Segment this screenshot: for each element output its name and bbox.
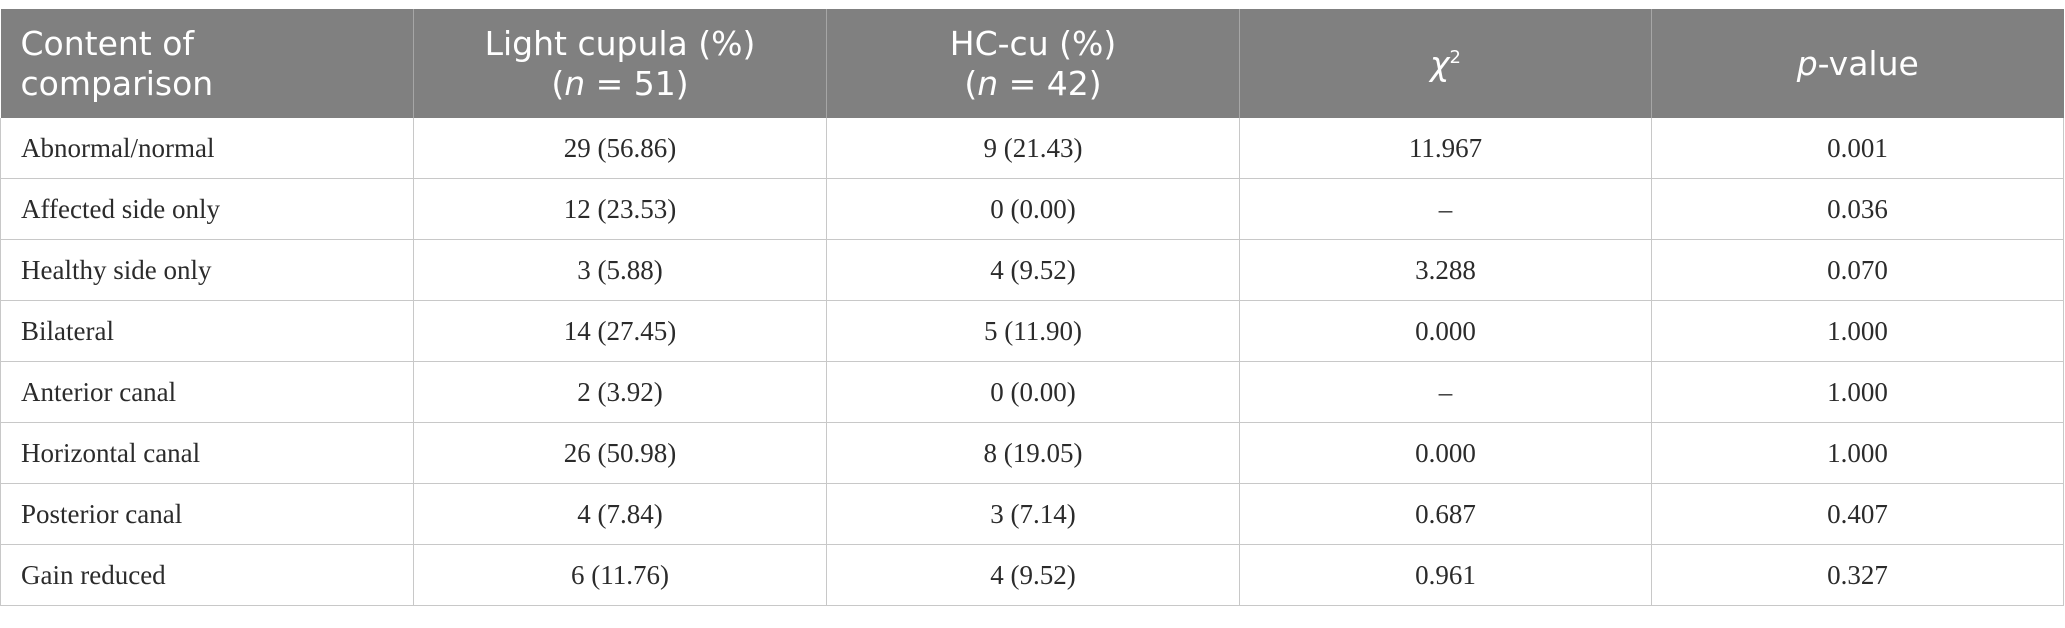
p-value-cell: 1.000 — [1651, 422, 2064, 484]
light-cupula-cell: 4 (7.84) — [413, 483, 827, 545]
p-value-cell: 1.000 — [1651, 361, 2064, 423]
light-cupula-cell: 29 (56.86) — [413, 118, 827, 179]
row-label: Abnormal/normal — [0, 118, 414, 179]
table-row: Affected side only 12 (23.53) 0 (0.00) –… — [0, 178, 2064, 240]
row-label: Healthy side only — [0, 239, 414, 301]
p-value-cell: 0.036 — [1651, 178, 2064, 240]
header-col0-line2: comparison — [20, 63, 214, 103]
chi-square-cell: – — [1239, 178, 1652, 240]
table-row: Abnormal/normal 29 (56.86) 9 (21.43) 11.… — [0, 118, 2064, 179]
header-chi-square: χ2 — [1239, 9, 1652, 118]
hc-cu-cell: 0 (0.00) — [826, 361, 1240, 423]
light-cupula-cell: 14 (27.45) — [413, 300, 827, 362]
p-value-cell: 0.407 — [1651, 483, 2064, 545]
p-value-cell: 0.070 — [1651, 239, 2064, 301]
light-cupula-cell: 26 (50.98) — [413, 422, 827, 484]
chi-square-cell: 0.000 — [1239, 422, 1652, 484]
hc-cu-cell: 4 (9.52) — [826, 239, 1240, 301]
row-label: Anterior canal — [0, 361, 414, 423]
header-p-value: p-value — [1651, 9, 2064, 118]
light-cupula-cell: 3 (5.88) — [413, 239, 827, 301]
hc-cu-cell: 4 (9.52) — [826, 544, 1240, 606]
header-col0-line1: Content of — [20, 23, 195, 63]
header-light-cupula: Light cupula (%) (n = 51) — [413, 9, 827, 118]
table-row: Anterior canal 2 (3.92) 0 (0.00) – 1.000 — [0, 361, 2064, 423]
comparison-table: Content of comparison Light cupula (%) (… — [0, 9, 2064, 606]
header-col1-open: ( — [551, 63, 565, 103]
row-label: Posterior canal — [0, 483, 414, 545]
light-cupula-cell: 12 (23.53) — [413, 178, 827, 240]
chi-square-cell: 0.687 — [1239, 483, 1652, 545]
hc-cu-cell: 5 (11.90) — [826, 300, 1240, 362]
header-col1-line1: Light cupula (%) — [484, 23, 756, 63]
header-col2-line1: HC-cu (%) — [949, 23, 1117, 63]
hc-cu-cell: 9 (21.43) — [826, 118, 1240, 179]
chi-square-cell: 11.967 — [1239, 118, 1652, 179]
header-col1-var: n — [564, 63, 586, 103]
hc-cu-cell: 8 (19.05) — [826, 422, 1240, 484]
chi-square-cell: 0.000 — [1239, 300, 1652, 362]
header-col2-rest: = 42) — [998, 63, 1102, 103]
header-col3-sup: 2 — [1449, 46, 1461, 68]
header-col2-var: n — [977, 63, 999, 103]
hc-cu-cell: 3 (7.14) — [826, 483, 1240, 545]
header-col3-symbol: χ — [1430, 43, 1450, 83]
p-value-cell: 0.327 — [1651, 544, 2064, 606]
header-row: Content of comparison Light cupula (%) (… — [0, 9, 2064, 118]
table-row: Posterior canal 4 (7.84) 3 (7.14) 0.687 … — [0, 483, 2064, 545]
header-col2-open: ( — [964, 63, 978, 103]
table-body: Abnormal/normal 29 (56.86) 9 (21.43) 11.… — [0, 118, 2064, 606]
table-row: Healthy side only 3 (5.88) 4 (9.52) 3.28… — [0, 239, 2064, 301]
header-col1-rest: = 51) — [585, 63, 689, 103]
table-row: Gain reduced 6 (11.76) 4 (9.52) 0.961 0.… — [0, 544, 2064, 606]
chi-square-cell: 0.961 — [1239, 544, 1652, 606]
row-label: Gain reduced — [0, 544, 414, 606]
chi-square-cell: – — [1239, 361, 1652, 423]
header-col4-var: p — [1796, 43, 1818, 83]
chi-square-cell: 3.288 — [1239, 239, 1652, 301]
light-cupula-cell: 6 (11.76) — [413, 544, 827, 606]
p-value-cell: 1.000 — [1651, 300, 2064, 362]
row-label: Bilateral — [0, 300, 414, 362]
light-cupula-cell: 2 (3.92) — [413, 361, 827, 423]
table-header: Content of comparison Light cupula (%) (… — [0, 9, 2064, 118]
table-row: Bilateral 14 (27.45) 5 (11.90) 0.000 1.0… — [0, 300, 2064, 362]
header-hc-cu: HC-cu (%) (n = 42) — [826, 9, 1240, 118]
p-value-cell: 0.001 — [1651, 118, 2064, 179]
row-label: Horizontal canal — [0, 422, 414, 484]
header-content-of-comparison: Content of comparison — [0, 9, 414, 118]
header-col4-rest: -value — [1817, 43, 1919, 83]
row-label: Affected side only — [0, 178, 414, 240]
hc-cu-cell: 0 (0.00) — [826, 178, 1240, 240]
table-row: Horizontal canal 26 (50.98) 8 (19.05) 0.… — [0, 422, 2064, 484]
